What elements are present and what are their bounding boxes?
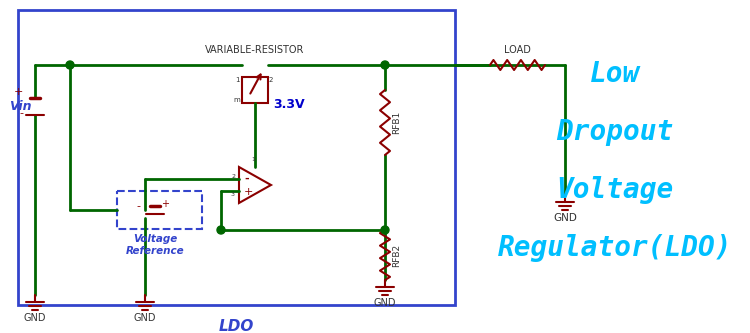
Text: +: + (244, 187, 254, 197)
Circle shape (66, 61, 74, 69)
Text: 1: 1 (236, 77, 240, 83)
Bar (18, 10, 455, 305)
Text: 2: 2 (269, 77, 273, 83)
Text: Vin: Vin (10, 101, 32, 114)
Text: LDO: LDO (219, 319, 254, 333)
Text: 2: 2 (231, 173, 235, 178)
Text: GND: GND (374, 298, 396, 308)
Text: -: - (19, 108, 23, 118)
Text: VARIABLE-RESISTOR: VARIABLE-RESISTOR (206, 45, 304, 55)
Text: Low: Low (590, 60, 640, 88)
Text: -: - (136, 201, 140, 211)
Text: GND: GND (134, 313, 156, 323)
Text: RFB2: RFB2 (392, 243, 401, 266)
Circle shape (217, 226, 225, 234)
Text: -: - (244, 174, 248, 184)
Text: m: m (233, 97, 240, 103)
Bar (117, 191, 202, 229)
Text: 3.3V: 3.3V (273, 98, 304, 111)
Text: +: + (13, 87, 23, 97)
Bar (242, 77, 268, 103)
Text: Regulator(LDO): Regulator(LDO) (498, 234, 732, 262)
Text: GND: GND (24, 313, 46, 323)
Text: GND: GND (553, 213, 577, 223)
Text: RFB1: RFB1 (392, 111, 401, 134)
Text: 1: 1 (251, 157, 255, 162)
Text: LOAD: LOAD (504, 45, 531, 55)
Text: 3: 3 (231, 191, 235, 196)
Text: Voltage
Reference: Voltage Reference (126, 234, 184, 256)
Circle shape (381, 226, 389, 234)
Text: +: + (161, 199, 169, 209)
Text: Dropout: Dropout (556, 118, 674, 146)
Circle shape (381, 61, 389, 69)
Text: Voltage: Voltage (556, 176, 674, 204)
